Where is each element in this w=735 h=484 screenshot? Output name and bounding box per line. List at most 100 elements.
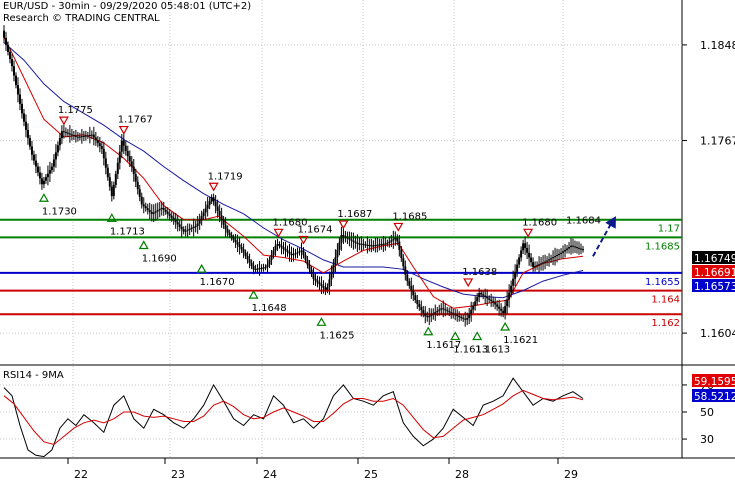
forecast-arrow-shaft bbox=[592, 219, 614, 257]
candle-body bbox=[276, 244, 279, 246]
candle-body bbox=[126, 150, 129, 157]
candle-body bbox=[416, 300, 419, 304]
swing-low-marker bbox=[450, 331, 461, 341]
candle-body bbox=[128, 156, 131, 162]
candle-body bbox=[178, 224, 181, 227]
candle-body bbox=[472, 305, 475, 310]
chart-title: EUR/USD - 30min - 09/29/2020 05:48:01 (U… bbox=[3, 1, 252, 12]
candle-body bbox=[536, 265, 539, 267]
candle-body bbox=[20, 103, 23, 114]
candle-body bbox=[54, 152, 57, 160]
rsi-ma-badge-bg bbox=[692, 374, 735, 387]
swing-high-label: 1.1638 bbox=[462, 267, 497, 278]
candle-body bbox=[146, 208, 149, 211]
candle-body bbox=[220, 215, 223, 221]
swing-high-marker bbox=[58, 116, 69, 126]
candle-body bbox=[518, 257, 521, 265]
candle-body bbox=[136, 181, 139, 190]
candle-body bbox=[158, 209, 161, 211]
candle-body bbox=[76, 136, 79, 138]
candle-body bbox=[252, 265, 255, 270]
swing-low-label: 1.1625 bbox=[319, 330, 354, 341]
swing-high-marker bbox=[393, 222, 404, 232]
candle-body bbox=[74, 135, 77, 137]
candle-body bbox=[218, 210, 221, 216]
candle-body bbox=[248, 259, 251, 263]
y-tick-label: 1.1604 bbox=[700, 327, 735, 340]
candle-body bbox=[242, 249, 245, 253]
candle-body bbox=[156, 210, 159, 212]
candle-body bbox=[544, 261, 547, 263]
candle-body bbox=[538, 264, 541, 266]
candle-body bbox=[456, 315, 459, 317]
candle-body bbox=[168, 213, 171, 216]
candle-body bbox=[114, 173, 117, 185]
candle-body bbox=[424, 313, 427, 317]
candle-body bbox=[418, 303, 421, 308]
candle-body bbox=[316, 280, 319, 283]
candle-body bbox=[162, 207, 165, 210]
candle-body bbox=[72, 135, 75, 137]
candle-body bbox=[46, 173, 49, 178]
candle-body bbox=[148, 210, 151, 212]
candle-body bbox=[116, 162, 119, 174]
swing-low-marker bbox=[196, 263, 207, 273]
candle-body bbox=[266, 264, 269, 268]
candle-body bbox=[188, 228, 191, 230]
candle-body bbox=[392, 239, 395, 241]
candle-body bbox=[180, 226, 183, 230]
candle-body bbox=[556, 254, 559, 257]
candle-body bbox=[172, 217, 175, 220]
candle-body bbox=[140, 196, 143, 205]
candle-body bbox=[444, 309, 447, 311]
swing-low-marker bbox=[316, 317, 327, 326]
sma-short-badge: 1.16691 bbox=[694, 267, 735, 279]
candle-body bbox=[42, 180, 45, 185]
candle-body bbox=[16, 85, 19, 95]
candle-body bbox=[30, 146, 33, 155]
candle-body bbox=[88, 134, 91, 136]
candle-body bbox=[216, 206, 219, 211]
candle-body bbox=[454, 314, 457, 316]
swing-low-marker bbox=[248, 289, 259, 299]
swing-low-marker bbox=[138, 240, 149, 250]
forecast-arrow-head bbox=[605, 216, 616, 229]
candle-body bbox=[250, 262, 253, 266]
candle-body bbox=[532, 262, 535, 267]
candle-body bbox=[330, 272, 333, 280]
candle-body bbox=[442, 308, 445, 310]
candle-body bbox=[460, 316, 463, 318]
candle-body bbox=[98, 143, 101, 146]
candle-body bbox=[484, 295, 487, 297]
candle-body bbox=[358, 243, 361, 245]
candle-body bbox=[368, 245, 371, 247]
level-label: 1.1685 bbox=[645, 241, 680, 252]
candle-body bbox=[34, 160, 37, 167]
candle-body bbox=[194, 226, 197, 228]
candle-body bbox=[564, 249, 567, 252]
candle-body bbox=[290, 253, 293, 256]
swing-high-label: 1.1719 bbox=[208, 171, 243, 182]
candle-body bbox=[466, 318, 469, 320]
candle-body bbox=[186, 229, 189, 231]
candle-body bbox=[44, 177, 47, 181]
rsi-panel-title: RSI14 - 9MA bbox=[3, 370, 64, 381]
candle-body bbox=[490, 299, 493, 302]
main-plot-area bbox=[0, 0, 682, 365]
candle-body bbox=[60, 131, 63, 139]
candle-body bbox=[134, 174, 137, 182]
candle-body bbox=[420, 307, 423, 311]
candle-body bbox=[204, 208, 207, 213]
candle-body bbox=[550, 258, 553, 260]
candle-body bbox=[510, 285, 513, 293]
candle-body bbox=[508, 292, 511, 300]
candle-body bbox=[404, 266, 407, 275]
candle-body bbox=[122, 140, 125, 146]
candle-body bbox=[274, 245, 277, 251]
candle-body bbox=[272, 250, 275, 256]
candle-body bbox=[294, 253, 297, 255]
candle-body bbox=[286, 250, 289, 252]
rsi-tick-label: 30 bbox=[700, 433, 714, 446]
candle-body bbox=[580, 248, 583, 250]
